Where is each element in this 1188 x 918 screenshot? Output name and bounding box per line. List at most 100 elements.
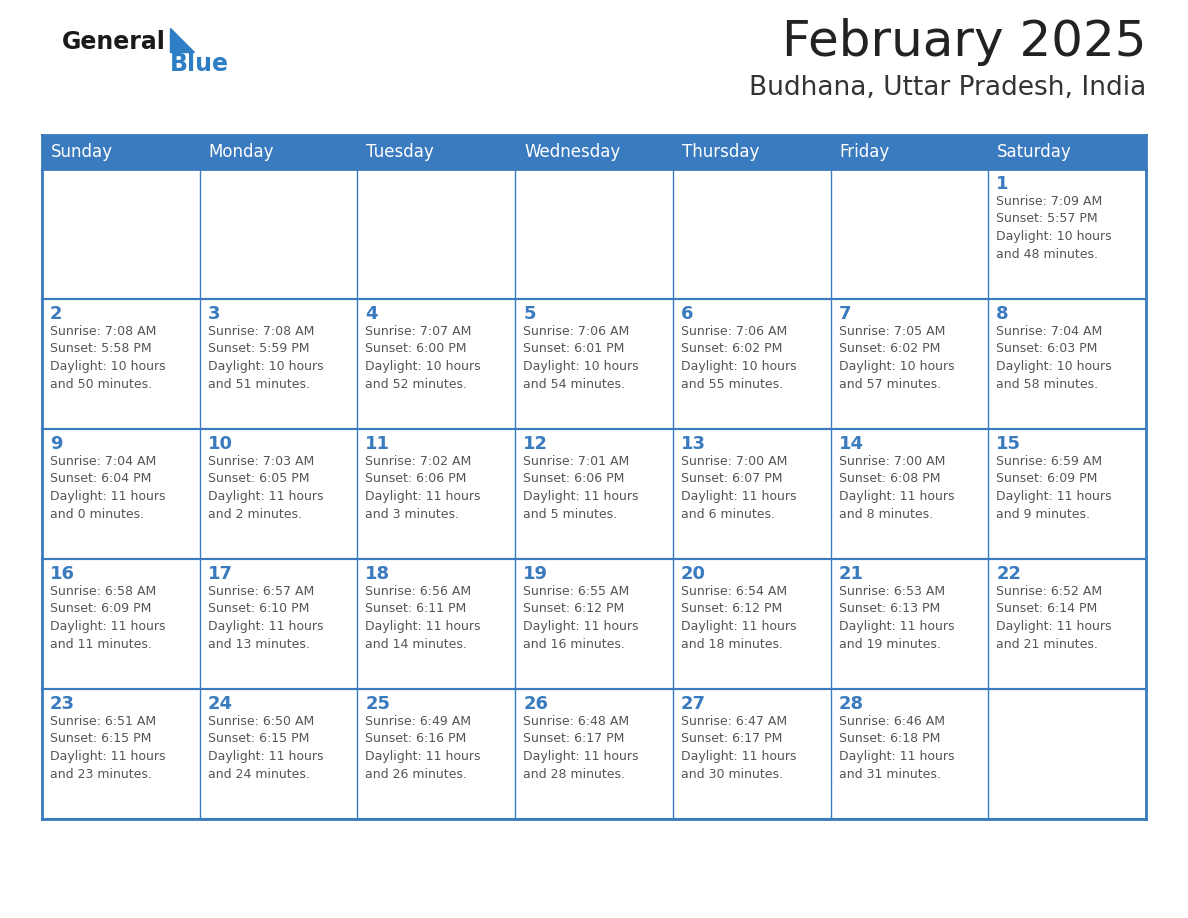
Bar xyxy=(516,299,672,429)
Text: 26: 26 xyxy=(523,695,548,713)
Text: 27: 27 xyxy=(681,695,706,713)
Bar xyxy=(42,169,200,299)
Bar xyxy=(358,559,516,689)
Bar xyxy=(42,135,200,169)
Text: Sunrise: 7:07 AM
Sunset: 6:00 PM
Daylight: 10 hours
and 52 minutes.: Sunrise: 7:07 AM Sunset: 6:00 PM Dayligh… xyxy=(366,325,481,390)
Text: Sunrise: 7:08 AM
Sunset: 5:58 PM
Daylight: 10 hours
and 50 minutes.: Sunrise: 7:08 AM Sunset: 5:58 PM Dayligh… xyxy=(50,325,165,390)
Text: 5: 5 xyxy=(523,305,536,323)
Bar xyxy=(988,429,1146,559)
Bar xyxy=(200,689,358,819)
Text: Budhana, Uttar Pradesh, India: Budhana, Uttar Pradesh, India xyxy=(748,75,1146,101)
Text: 23: 23 xyxy=(50,695,75,713)
Text: Sunrise: 7:06 AM
Sunset: 6:02 PM
Daylight: 10 hours
and 55 minutes.: Sunrise: 7:06 AM Sunset: 6:02 PM Dayligh… xyxy=(681,325,796,390)
Bar xyxy=(988,169,1146,299)
Text: General: General xyxy=(62,30,166,54)
Bar xyxy=(200,135,358,169)
Text: Sunrise: 6:54 AM
Sunset: 6:12 PM
Daylight: 11 hours
and 18 minutes.: Sunrise: 6:54 AM Sunset: 6:12 PM Dayligh… xyxy=(681,585,796,651)
Bar xyxy=(830,429,988,559)
Text: Sunrise: 6:49 AM
Sunset: 6:16 PM
Daylight: 11 hours
and 26 minutes.: Sunrise: 6:49 AM Sunset: 6:16 PM Dayligh… xyxy=(366,715,481,780)
Text: Sunrise: 7:06 AM
Sunset: 6:01 PM
Daylight: 10 hours
and 54 minutes.: Sunrise: 7:06 AM Sunset: 6:01 PM Dayligh… xyxy=(523,325,639,390)
Text: 10: 10 xyxy=(208,435,233,453)
Bar xyxy=(672,135,830,169)
Text: Sunrise: 7:08 AM
Sunset: 5:59 PM
Daylight: 10 hours
and 51 minutes.: Sunrise: 7:08 AM Sunset: 5:59 PM Dayligh… xyxy=(208,325,323,390)
Text: Sunrise: 6:50 AM
Sunset: 6:15 PM
Daylight: 11 hours
and 24 minutes.: Sunrise: 6:50 AM Sunset: 6:15 PM Dayligh… xyxy=(208,715,323,780)
Bar xyxy=(516,429,672,559)
Bar xyxy=(42,559,200,689)
Text: Blue: Blue xyxy=(170,52,229,76)
Bar xyxy=(358,169,516,299)
Text: Sunrise: 6:48 AM
Sunset: 6:17 PM
Daylight: 11 hours
and 28 minutes.: Sunrise: 6:48 AM Sunset: 6:17 PM Dayligh… xyxy=(523,715,639,780)
Bar xyxy=(516,559,672,689)
Bar xyxy=(516,689,672,819)
Bar xyxy=(830,169,988,299)
Bar xyxy=(358,689,516,819)
Text: 13: 13 xyxy=(681,435,706,453)
Text: Sunrise: 7:05 AM
Sunset: 6:02 PM
Daylight: 10 hours
and 57 minutes.: Sunrise: 7:05 AM Sunset: 6:02 PM Dayligh… xyxy=(839,325,954,390)
Text: 7: 7 xyxy=(839,305,851,323)
Text: 16: 16 xyxy=(50,565,75,583)
Text: Sunrise: 7:02 AM
Sunset: 6:06 PM
Daylight: 11 hours
and 3 minutes.: Sunrise: 7:02 AM Sunset: 6:06 PM Dayligh… xyxy=(366,455,481,521)
Bar xyxy=(672,559,830,689)
Text: 14: 14 xyxy=(839,435,864,453)
Text: 8: 8 xyxy=(997,305,1009,323)
Text: Saturday: Saturday xyxy=(997,143,1072,161)
Text: Sunrise: 7:04 AM
Sunset: 6:03 PM
Daylight: 10 hours
and 58 minutes.: Sunrise: 7:04 AM Sunset: 6:03 PM Dayligh… xyxy=(997,325,1112,390)
Text: Sunrise: 7:01 AM
Sunset: 6:06 PM
Daylight: 11 hours
and 5 minutes.: Sunrise: 7:01 AM Sunset: 6:06 PM Dayligh… xyxy=(523,455,639,521)
Text: 1: 1 xyxy=(997,175,1009,193)
Text: Sunrise: 6:59 AM
Sunset: 6:09 PM
Daylight: 11 hours
and 9 minutes.: Sunrise: 6:59 AM Sunset: 6:09 PM Dayligh… xyxy=(997,455,1112,521)
Bar xyxy=(672,299,830,429)
Bar xyxy=(200,559,358,689)
Bar xyxy=(988,559,1146,689)
Text: Sunrise: 6:58 AM
Sunset: 6:09 PM
Daylight: 11 hours
and 11 minutes.: Sunrise: 6:58 AM Sunset: 6:09 PM Dayligh… xyxy=(50,585,165,651)
Bar xyxy=(200,429,358,559)
Text: Sunrise: 6:51 AM
Sunset: 6:15 PM
Daylight: 11 hours
and 23 minutes.: Sunrise: 6:51 AM Sunset: 6:15 PM Dayligh… xyxy=(50,715,165,780)
Text: Sunrise: 6:55 AM
Sunset: 6:12 PM
Daylight: 11 hours
and 16 minutes.: Sunrise: 6:55 AM Sunset: 6:12 PM Dayligh… xyxy=(523,585,639,651)
Text: Sunrise: 6:53 AM
Sunset: 6:13 PM
Daylight: 11 hours
and 19 minutes.: Sunrise: 6:53 AM Sunset: 6:13 PM Dayligh… xyxy=(839,585,954,651)
Bar xyxy=(42,429,200,559)
Text: Sunrise: 7:03 AM
Sunset: 6:05 PM
Daylight: 11 hours
and 2 minutes.: Sunrise: 7:03 AM Sunset: 6:05 PM Dayligh… xyxy=(208,455,323,521)
Text: Sunrise: 6:46 AM
Sunset: 6:18 PM
Daylight: 11 hours
and 31 minutes.: Sunrise: 6:46 AM Sunset: 6:18 PM Dayligh… xyxy=(839,715,954,780)
Text: 4: 4 xyxy=(366,305,378,323)
Bar xyxy=(358,429,516,559)
Bar xyxy=(672,169,830,299)
Text: 20: 20 xyxy=(681,565,706,583)
Bar xyxy=(42,689,200,819)
Text: Sunrise: 7:09 AM
Sunset: 5:57 PM
Daylight: 10 hours
and 48 minutes.: Sunrise: 7:09 AM Sunset: 5:57 PM Dayligh… xyxy=(997,195,1112,261)
Text: Sunrise: 7:04 AM
Sunset: 6:04 PM
Daylight: 11 hours
and 0 minutes.: Sunrise: 7:04 AM Sunset: 6:04 PM Dayligh… xyxy=(50,455,165,521)
Bar xyxy=(358,135,516,169)
Text: Monday: Monday xyxy=(209,143,274,161)
Text: Sunrise: 6:56 AM
Sunset: 6:11 PM
Daylight: 11 hours
and 14 minutes.: Sunrise: 6:56 AM Sunset: 6:11 PM Dayligh… xyxy=(366,585,481,651)
Bar xyxy=(988,299,1146,429)
Bar xyxy=(830,559,988,689)
Bar xyxy=(358,299,516,429)
Text: Wednesday: Wednesday xyxy=(524,143,620,161)
Bar xyxy=(988,689,1146,819)
Bar xyxy=(830,689,988,819)
Text: Thursday: Thursday xyxy=(682,143,759,161)
Text: Sunrise: 6:52 AM
Sunset: 6:14 PM
Daylight: 11 hours
and 21 minutes.: Sunrise: 6:52 AM Sunset: 6:14 PM Dayligh… xyxy=(997,585,1112,651)
Bar xyxy=(516,135,672,169)
Text: 6: 6 xyxy=(681,305,694,323)
Text: Sunrise: 6:47 AM
Sunset: 6:17 PM
Daylight: 11 hours
and 30 minutes.: Sunrise: 6:47 AM Sunset: 6:17 PM Dayligh… xyxy=(681,715,796,780)
Bar xyxy=(672,689,830,819)
Bar xyxy=(200,169,358,299)
Text: 19: 19 xyxy=(523,565,548,583)
Text: 17: 17 xyxy=(208,565,233,583)
Text: 12: 12 xyxy=(523,435,548,453)
Text: 3: 3 xyxy=(208,305,220,323)
Text: 22: 22 xyxy=(997,565,1022,583)
Text: Sunrise: 7:00 AM
Sunset: 6:07 PM
Daylight: 11 hours
and 6 minutes.: Sunrise: 7:00 AM Sunset: 6:07 PM Dayligh… xyxy=(681,455,796,521)
Bar xyxy=(200,299,358,429)
Text: Tuesday: Tuesday xyxy=(366,143,434,161)
Text: 28: 28 xyxy=(839,695,864,713)
Bar xyxy=(42,299,200,429)
Text: 24: 24 xyxy=(208,695,233,713)
Bar xyxy=(830,135,988,169)
Text: 15: 15 xyxy=(997,435,1022,453)
Polygon shape xyxy=(170,28,194,52)
Text: 21: 21 xyxy=(839,565,864,583)
Text: Friday: Friday xyxy=(840,143,890,161)
Text: Sunrise: 6:57 AM
Sunset: 6:10 PM
Daylight: 11 hours
and 13 minutes.: Sunrise: 6:57 AM Sunset: 6:10 PM Dayligh… xyxy=(208,585,323,651)
Text: 2: 2 xyxy=(50,305,63,323)
Text: 11: 11 xyxy=(366,435,391,453)
